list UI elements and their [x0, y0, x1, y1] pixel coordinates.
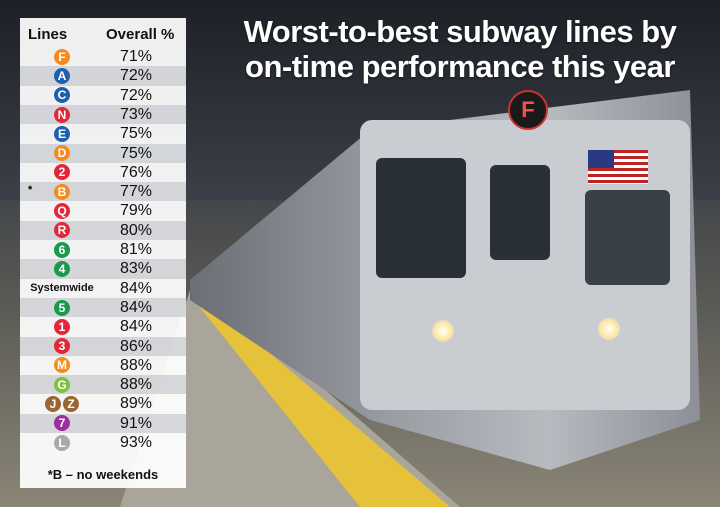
route-bullet-icon: E	[54, 125, 70, 142]
table-row: D 75%	[20, 143, 186, 163]
overall-percent: 83%	[120, 260, 153, 278]
overall-percent: 75%	[120, 125, 153, 143]
table-row: A 72%	[20, 66, 186, 86]
line-cell: N	[20, 105, 104, 124]
table-row: 3 86%	[20, 336, 186, 356]
performance-table: Lines Overall % F 71% A 72% C 72% N 73% E 75% D 75%…	[20, 18, 186, 488]
line-cell: 7	[20, 414, 104, 433]
column-header-lines: Lines	[28, 26, 68, 43]
route-bullet-icon: A	[54, 67, 70, 84]
overall-percent: 80%	[120, 221, 153, 239]
overall-percent: 84%	[120, 318, 153, 336]
table-row: R 80%	[20, 220, 186, 240]
overall-percent: 71%	[120, 48, 153, 65]
route-bullet-icon: 2	[54, 164, 70, 181]
table-row: N 73%	[20, 104, 186, 125]
line-cell: L	[20, 433, 104, 452]
route-bullet-icon: 3	[54, 338, 70, 355]
table-row: 1 84%	[20, 317, 186, 336]
route-bullet-icon: 7	[54, 415, 70, 432]
table-row: 6 81%	[20, 240, 186, 259]
headline: Worst-to-best subway lines by on-time pe…	[204, 14, 716, 84]
table-row: * B 77%	[20, 182, 186, 202]
headlight	[598, 318, 620, 340]
table-row: 5 84%	[20, 297, 186, 318]
route-bullet-icon: B	[54, 183, 70, 200]
table-row: Systemwide 84%	[20, 279, 186, 298]
line-cell: E	[20, 124, 104, 143]
overall-percent: 88%	[120, 376, 153, 394]
table-row: 4 83%	[20, 259, 186, 279]
line-cell: 6	[20, 240, 104, 259]
route-bullet-icon: R	[54, 222, 70, 239]
overall-percent: 76%	[120, 163, 153, 181]
line-cell: D	[20, 144, 104, 163]
overall-percent: 91%	[120, 414, 153, 432]
line-cell: F	[20, 47, 104, 66]
route-bullet-icon: Z	[63, 396, 79, 413]
table-row: G 88%	[20, 375, 186, 395]
overall-percent: 72%	[120, 67, 153, 85]
column-header-overall: Overall %	[106, 26, 175, 43]
route-bullet-icon: 6	[54, 241, 70, 258]
line-cell: 1	[20, 317, 104, 336]
table-row: 7 91%	[20, 413, 186, 433]
line-cell: Systemwide	[20, 279, 104, 298]
overall-percent: 79%	[120, 202, 153, 220]
route-bullet-icon: G	[54, 376, 70, 393]
line-cell: C	[20, 86, 104, 105]
overall-percent: 89%	[120, 395, 153, 413]
route-bullet-icon: C	[54, 87, 70, 104]
route-bullet-icon: L	[54, 434, 70, 451]
systemwide-label: Systemwide	[30, 282, 94, 295]
route-bullet-icon: M	[54, 357, 70, 374]
line-cell: Q	[20, 201, 104, 220]
table-row: F 71%	[20, 47, 186, 66]
overall-percent: 84%	[120, 279, 153, 297]
line-cell: 2	[20, 163, 104, 182]
route-bullet-icon: 5	[54, 299, 70, 316]
overall-percent: 75%	[120, 144, 153, 162]
overall-percent: 88%	[120, 356, 153, 374]
route-bullet-icon: F	[54, 48, 70, 65]
line-cell: G	[20, 375, 104, 394]
overall-percent: 77%	[120, 183, 153, 201]
table-row: C 72%	[20, 86, 186, 105]
line-cell: R	[20, 221, 104, 240]
headline-line-2: on-time performance this year	[245, 49, 675, 84]
table-row: J Z 89%	[20, 394, 186, 413]
line-cell: M	[20, 356, 104, 375]
overall-percent: 84%	[120, 298, 153, 316]
overall-percent: 93%	[120, 434, 153, 451]
route-bullet-icon: 1	[54, 318, 70, 335]
footnote: *B – no weekends	[47, 467, 159, 482]
route-bullet-icon: N	[54, 106, 70, 123]
route-bullet-icon: Q	[54, 203, 70, 220]
overall-percent: 86%	[120, 337, 153, 355]
line-cell: B	[20, 182, 104, 201]
route-bullet-icon: 4	[54, 260, 70, 277]
headline-line-1: Worst-to-best subway lines by	[243, 14, 677, 49]
line-cell: 4	[20, 259, 104, 278]
us-flag	[588, 150, 648, 184]
overall-percent: 72%	[120, 86, 153, 104]
overall-percent: 73%	[120, 105, 153, 123]
table-row: 2 76%	[20, 163, 186, 182]
route-bullet-icon: J	[45, 396, 61, 413]
line-cell: 3	[20, 337, 104, 356]
headlight	[432, 320, 454, 342]
table-row: E 75%	[20, 124, 186, 143]
line-cell: A	[20, 66, 104, 85]
table-row: M 88%	[20, 356, 186, 375]
table-row: Q 79%	[20, 201, 186, 220]
footnote-marker: *	[28, 184, 33, 197]
table-row: L 93%	[20, 433, 186, 452]
route-sign: F	[508, 90, 548, 130]
overall-percent: 81%	[120, 241, 153, 258]
route-bullet-icon: D	[54, 145, 70, 162]
line-cell: 5	[20, 298, 104, 317]
